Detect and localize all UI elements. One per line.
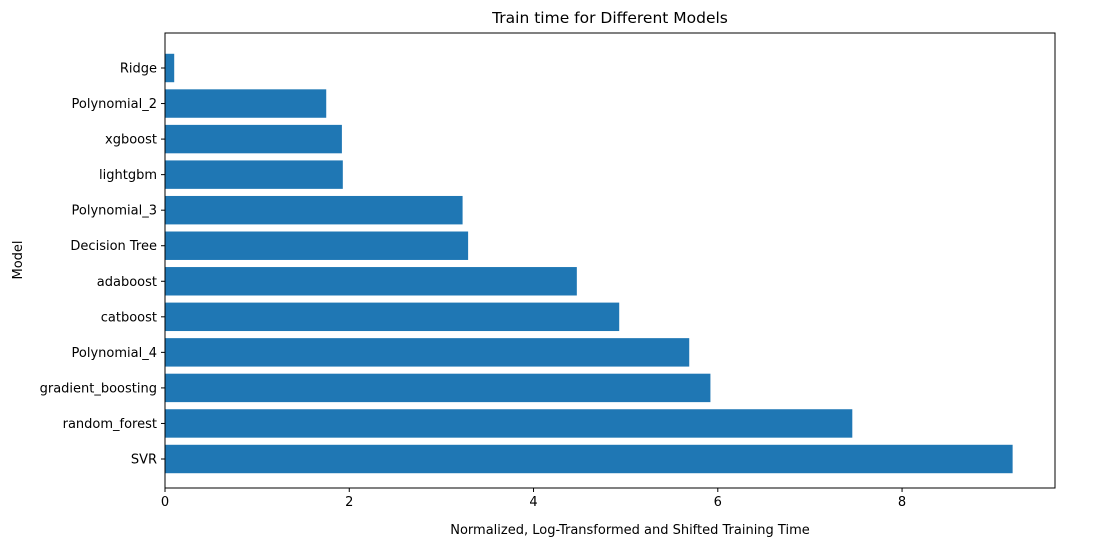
x-tick-label: 0 <box>161 495 169 510</box>
bar <box>165 231 469 260</box>
bar <box>165 338 690 367</box>
x-tick-label: 4 <box>529 495 537 510</box>
x-axis-ticks: 0 2 4 6 8 <box>161 488 906 510</box>
bar <box>165 267 577 296</box>
x-tick-label: 6 <box>714 495 722 510</box>
y-axis-ticks: SVR random_forest gradient_boosting Polynom… <box>40 62 165 468</box>
bar <box>165 373 711 403</box>
bar <box>165 409 853 438</box>
plot-area-frame <box>164 32 1056 489</box>
bar <box>165 195 463 225</box>
y-tick-label: SVR <box>131 453 157 468</box>
y-tick-label: catboost <box>101 310 157 325</box>
x-axis-label: Normalized, Log-Transformed and Shifted … <box>450 523 810 538</box>
bar <box>165 124 342 154</box>
x-tick-label: 2 <box>345 495 353 510</box>
bar <box>165 53 175 83</box>
bar <box>165 160 343 189</box>
y-tick-label: Polynomial_3 <box>72 204 157 219</box>
y-tick-label: lightgbm <box>99 168 157 183</box>
bar <box>165 89 327 118</box>
y-tick-label: xgboost <box>105 133 157 148</box>
y-axis-label: Model <box>11 240 26 279</box>
y-tick-label: gradient_boosting <box>40 381 157 396</box>
y-tick-label: Polynomial_4 <box>72 346 157 361</box>
y-tick-label: Polynomial_2 <box>72 97 157 112</box>
bar <box>165 302 620 332</box>
y-tick-label: Ridge <box>120 62 157 77</box>
bars-layer <box>165 53 1013 474</box>
x-tick-label: 8 <box>898 495 906 510</box>
y-tick-label: adaboost <box>97 275 157 290</box>
y-tick-label: random_forest <box>63 417 157 432</box>
chart-title: Train time for Different Models <box>491 9 728 27</box>
bar <box>165 444 1013 474</box>
y-tick-label: Decision Tree <box>70 239 157 254</box>
